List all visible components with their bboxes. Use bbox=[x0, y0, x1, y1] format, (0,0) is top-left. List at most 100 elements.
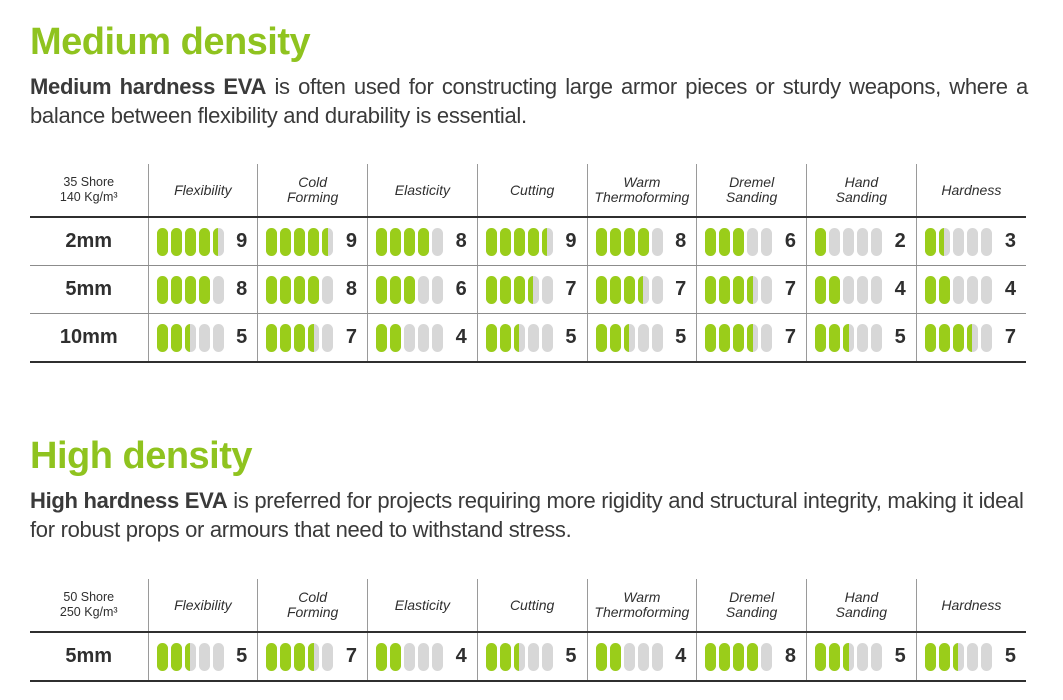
density-spec-header: 50 Shore 250 Kg/m³ bbox=[30, 579, 148, 633]
rating-wrapper: 3 bbox=[917, 227, 1026, 256]
rating-value: 3 bbox=[1004, 230, 1016, 252]
rating-bar bbox=[705, 275, 773, 304]
rating-pill-fill bbox=[924, 323, 936, 352]
rating-value: 7 bbox=[1004, 326, 1016, 348]
high-density-table: 50 Shore 250 Kg/m³ Flexibility Cold Forming E… bbox=[30, 579, 1026, 682]
rating-pill-fill bbox=[829, 275, 840, 304]
rating-pill-fill bbox=[266, 323, 278, 352]
rating-pill-fill bbox=[280, 642, 292, 671]
rating-pill-fill bbox=[952, 642, 959, 671]
rating-pill-fill bbox=[308, 323, 314, 352]
column-header: Cutting bbox=[476, 579, 587, 633]
rating-pill bbox=[952, 275, 964, 304]
rating-wrapper: 5 bbox=[149, 642, 258, 671]
rating-wrapper: 5 bbox=[588, 323, 697, 352]
rating-value: 4 bbox=[894, 278, 906, 300]
rating-pill bbox=[485, 227, 497, 256]
rating-pill bbox=[829, 275, 840, 304]
rating-pill-fill bbox=[294, 275, 306, 304]
table-row: 5mm 8 8 6 7 7 7 4 4 bbox=[30, 265, 1026, 314]
rating-pill bbox=[527, 642, 539, 671]
rating-pill bbox=[404, 275, 415, 304]
rating-pill bbox=[294, 642, 306, 671]
rating-bar bbox=[705, 227, 773, 256]
thickness-label: 10mm bbox=[30, 313, 148, 363]
column-header: Cutting bbox=[476, 164, 587, 218]
medium-density-section: Medium density Medium hardness EVA is of… bbox=[30, 16, 1028, 130]
rating-pill-fill bbox=[499, 275, 511, 304]
rating-pill-fill bbox=[843, 323, 849, 352]
rating-pill bbox=[761, 642, 773, 671]
rating-wrapper: 6 bbox=[697, 227, 806, 256]
rating-pill bbox=[733, 227, 745, 256]
rating-pill-fill bbox=[390, 227, 401, 256]
rating-pill-fill bbox=[485, 642, 497, 671]
column-header: Cold Forming bbox=[257, 579, 368, 633]
rating-pill bbox=[595, 323, 607, 352]
rating-pill bbox=[170, 227, 182, 256]
rating-pill-fill bbox=[156, 323, 168, 352]
rating-pill bbox=[747, 323, 759, 352]
rating-cell: 5 bbox=[806, 632, 917, 682]
rating-value: 5 bbox=[894, 326, 906, 348]
rating-pill bbox=[541, 642, 553, 671]
rating-pill-fill bbox=[308, 275, 320, 304]
rating-pill bbox=[322, 323, 334, 352]
rating-pill bbox=[513, 323, 525, 352]
rating-pill bbox=[843, 227, 854, 256]
rating-pill-fill bbox=[390, 275, 401, 304]
rating-pill bbox=[623, 323, 635, 352]
rating-cell: 5 bbox=[586, 313, 697, 363]
rating-bar bbox=[924, 323, 992, 352]
rating-pill bbox=[322, 642, 334, 671]
rating-pill-fill bbox=[623, 227, 635, 256]
rating-pill-fill bbox=[705, 642, 717, 671]
rating-pill bbox=[308, 275, 320, 304]
rating-wrapper: 7 bbox=[588, 275, 697, 304]
rating-pill bbox=[871, 642, 882, 671]
rating-pill bbox=[966, 275, 978, 304]
high-density-desc-text: is preferred for projects requiring more… bbox=[30, 488, 1024, 542]
rating-pill-fill bbox=[815, 227, 826, 256]
rating-value: 5 bbox=[894, 645, 906, 667]
rating-pill bbox=[637, 275, 649, 304]
rating-pill bbox=[499, 323, 511, 352]
rating-pill bbox=[609, 323, 621, 352]
rating-pill bbox=[637, 227, 649, 256]
rating-wrapper: 4 bbox=[807, 275, 916, 304]
rating-value: 9 bbox=[345, 230, 357, 252]
rating-pill bbox=[705, 227, 717, 256]
rating-pill-fill bbox=[924, 275, 936, 304]
rating-pill bbox=[432, 275, 443, 304]
rating-bar bbox=[924, 642, 992, 671]
rating-pill-fill bbox=[280, 323, 292, 352]
rating-pill bbox=[815, 227, 826, 256]
rating-pill bbox=[280, 642, 292, 671]
rating-pill bbox=[761, 323, 773, 352]
rating-pill-fill bbox=[184, 642, 190, 671]
rating-cell: 7 bbox=[257, 632, 368, 682]
rating-pill bbox=[499, 227, 511, 256]
rating-pill bbox=[280, 323, 292, 352]
medium-density-description: Medium hardness EVA is often used for co… bbox=[30, 72, 1028, 130]
rating-value: 8 bbox=[455, 230, 467, 252]
rating-pill bbox=[815, 642, 826, 671]
rating-pill bbox=[857, 227, 868, 256]
rating-pill-fill bbox=[623, 323, 629, 352]
rating-wrapper: 9 bbox=[258, 227, 367, 256]
high-density-description: High hardness EVA is preferred for proje… bbox=[30, 486, 1028, 544]
rating-pill-fill bbox=[499, 323, 511, 352]
rating-bar bbox=[376, 275, 443, 304]
rating-pill bbox=[609, 227, 621, 256]
rating-pill bbox=[733, 275, 745, 304]
rating-cell: 6 bbox=[696, 217, 807, 266]
rating-wrapper: 9 bbox=[478, 227, 587, 256]
rating-value: 8 bbox=[784, 645, 796, 667]
rating-pill-fill bbox=[156, 227, 168, 256]
density-value: 250 Kg/m³ bbox=[59, 605, 118, 619]
rating-cell: 4 bbox=[586, 632, 697, 682]
rating-pill-fill bbox=[294, 323, 306, 352]
rating-value: 5 bbox=[1004, 645, 1016, 667]
rating-pill bbox=[843, 642, 854, 671]
rating-pill bbox=[733, 642, 745, 671]
